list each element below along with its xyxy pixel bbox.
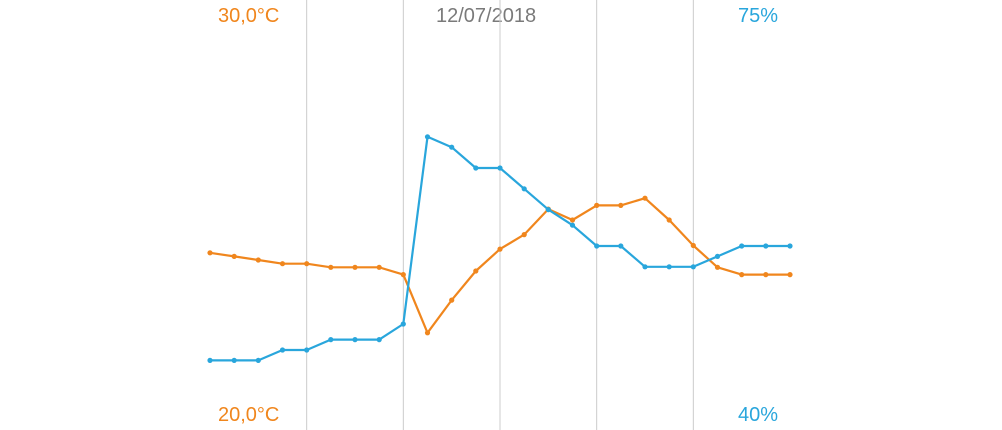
humidity-point — [207, 357, 213, 363]
humidity-point — [618, 243, 624, 249]
temperature-point — [642, 195, 648, 201]
temperature-point — [328, 264, 334, 270]
humidity-point — [400, 321, 406, 327]
series-layer — [207, 134, 793, 363]
humidity-point — [304, 347, 310, 353]
temperature-point — [569, 217, 576, 223]
humidity-point — [328, 337, 334, 343]
humidity-point — [231, 357, 237, 363]
humidity-point — [521, 186, 527, 192]
humidity-point — [255, 357, 261, 363]
humidity-point — [714, 253, 721, 259]
gridlines — [306, 0, 694, 430]
humidity-point — [545, 207, 551, 213]
temperature-point — [690, 242, 696, 249]
humidity-point — [594, 243, 600, 249]
temperature-point — [304, 261, 310, 267]
temperature-point — [594, 202, 600, 208]
humidity-point — [352, 337, 358, 343]
temperature-point — [521, 232, 527, 238]
humidity-point — [279, 347, 286, 353]
temperature-point — [763, 272, 769, 278]
temperature-point — [497, 246, 503, 252]
temperature-point — [424, 330, 431, 336]
humidity-point — [424, 134, 431, 140]
temperature-point — [400, 272, 406, 278]
date-label: 12/07/2018 — [436, 5, 537, 27]
temperature-point — [231, 253, 237, 259]
temperature-point — [714, 264, 721, 270]
humidity-point — [449, 144, 455, 150]
humidity-series — [207, 134, 793, 363]
humidity-point — [739, 243, 745, 249]
humidity-max-label: 75% — [738, 5, 779, 27]
temperature-point — [473, 268, 479, 274]
humidity-point — [763, 243, 769, 249]
humidity-point — [642, 264, 648, 270]
temperature-point — [352, 264, 358, 270]
humidity-point — [666, 264, 672, 270]
temperature-max-label: 30,0°C — [218, 5, 280, 27]
temperature-point — [279, 261, 286, 267]
humidity-point — [497, 165, 503, 171]
humidity-point — [690, 264, 696, 270]
humidity-point — [473, 165, 479, 171]
temperature-min-label: 20,0°C — [218, 404, 280, 426]
humidity-min-label: 40% — [738, 404, 779, 426]
temperature-point — [376, 264, 382, 270]
humidity-point — [376, 337, 382, 343]
temperature-point — [207, 250, 213, 256]
temperature-point — [255, 257, 261, 263]
temperature-point — [618, 202, 624, 208]
temperature-point — [739, 272, 745, 278]
temperature-point — [666, 217, 672, 223]
temperature-point — [449, 297, 455, 303]
humidity-point — [569, 222, 576, 228]
humidity-point — [787, 243, 793, 249]
temperature-point — [787, 272, 793, 278]
